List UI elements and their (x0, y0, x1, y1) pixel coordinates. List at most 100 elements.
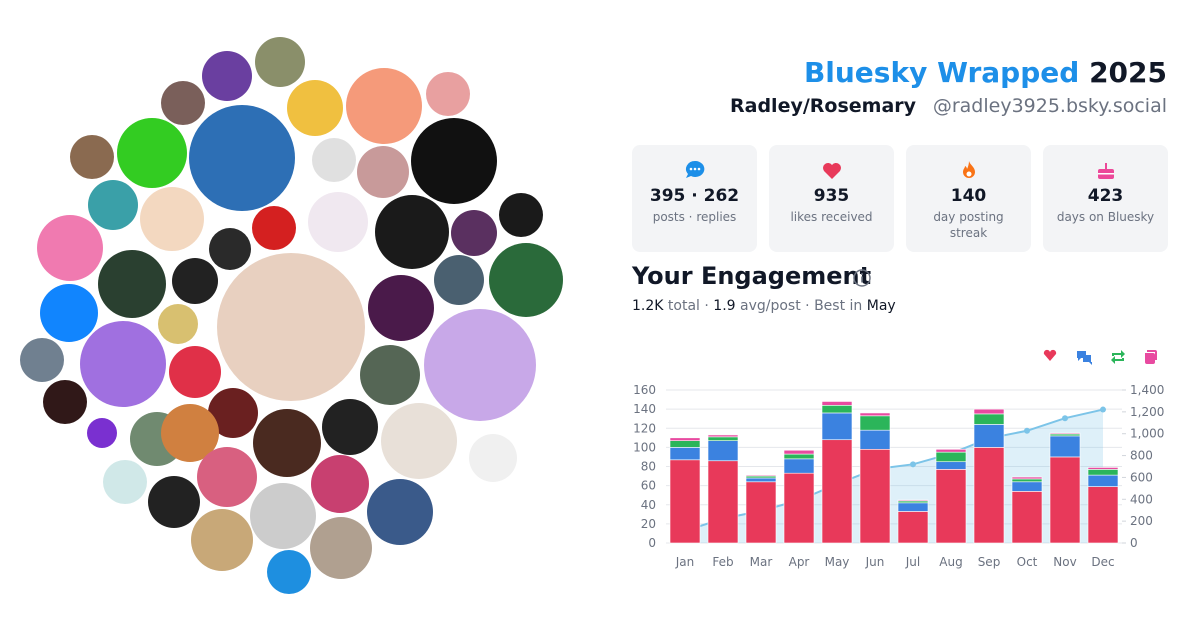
avatar (43, 380, 87, 424)
y2-tick-label: 400 (1130, 492, 1153, 506)
bar-segment (669, 447, 701, 461)
bar-segment (1011, 476, 1043, 480)
avatar (117, 118, 187, 188)
avatar (367, 479, 433, 545)
total-label: total (667, 298, 700, 314)
stat-value: 395 · 262 (649, 186, 740, 206)
bar-segment (1087, 469, 1119, 476)
bar-segment (745, 474, 777, 477)
separator: · (704, 298, 709, 314)
avatar (253, 409, 321, 477)
avatar (451, 210, 497, 256)
bar-segment (1011, 491, 1043, 544)
avatar (161, 404, 219, 462)
line-point (1100, 406, 1106, 413)
avatar (148, 476, 200, 528)
bar-segment (669, 437, 701, 441)
bar-segment (859, 415, 891, 431)
bar-segment (1049, 456, 1081, 544)
bar-segment (707, 460, 739, 544)
stat-value: 935 (813, 186, 850, 206)
bar-segment (745, 481, 777, 544)
avg: 1.9 (713, 298, 736, 314)
x-tick-label: Sep (978, 555, 1001, 569)
bar-segment (821, 401, 853, 406)
stat-label: likes received (790, 210, 873, 224)
section-title: Your Engagement (632, 262, 872, 290)
bar-segment (897, 499, 929, 502)
title-text: Bluesky Wrapped (803, 56, 1080, 89)
bar-segment (783, 458, 815, 474)
avatar (217, 253, 365, 401)
bar-segment (1087, 486, 1119, 544)
avatar (208, 388, 258, 438)
avatar (252, 206, 296, 250)
y2-tick-label: 200 (1130, 514, 1153, 528)
stat-card: 140 day posting streak (906, 145, 1031, 252)
avatar (255, 37, 305, 87)
y2-tick-label: 800 (1130, 449, 1153, 463)
avatar (161, 81, 205, 125)
bar-segment (669, 459, 701, 544)
handle: @radley3925.bsky.social (932, 95, 1167, 117)
avatar (434, 255, 484, 305)
flame-icon (963, 161, 975, 178)
engagement-chart: 0 20 40 60 80 100 120 140 160 0 200 400 600 800 1,000 1… (633, 349, 1164, 569)
avatar (499, 193, 543, 237)
avatar (308, 192, 368, 252)
line-point (910, 461, 916, 468)
bar-segment (669, 440, 701, 448)
stat-label: day posting streak (933, 210, 1004, 240)
bar-segment (745, 477, 777, 483)
avg-label: avg/post (740, 298, 801, 314)
x-tick-label: Apr (789, 555, 810, 569)
avatar (169, 346, 221, 398)
avatar (411, 118, 497, 204)
stat-value: 423 (1087, 186, 1124, 206)
x-tick-label: Aug (939, 555, 962, 569)
avatar (87, 418, 117, 448)
bar-segment (897, 511, 929, 544)
avatar (311, 455, 369, 513)
separator: · (805, 298, 810, 314)
legend-icon (1077, 351, 1092, 365)
avatar (20, 338, 64, 382)
total: 1.2K (632, 298, 664, 314)
info-icon[interactable] (852, 268, 872, 288)
stat-card: 423 days on Bluesky (1043, 145, 1168, 252)
chat-icon (686, 160, 705, 178)
y-tick-label: 160 (633, 383, 656, 397)
y-tick-label: 40 (641, 498, 656, 512)
y2-tick-label: 0 (1130, 536, 1138, 550)
bar-segment (935, 448, 967, 453)
avatar (381, 403, 457, 479)
stat-label: posts · replies (652, 210, 737, 224)
avatar (88, 180, 138, 230)
avatar (103, 460, 147, 504)
best: May (866, 298, 896, 314)
bar-segment (935, 461, 967, 470)
avatar (368, 275, 434, 341)
legend-icon (1145, 350, 1157, 364)
avatar (424, 309, 536, 421)
x-tick-label: Jul (905, 555, 920, 569)
y2-tick-label: 1,400 (1130, 383, 1164, 397)
avatar (158, 304, 198, 344)
y-tick-label: 20 (641, 517, 656, 531)
avatar (322, 399, 378, 455)
avatar (98, 250, 166, 318)
bar-segment (973, 413, 1005, 425)
stat-card: 935 likes received (769, 145, 894, 252)
bar-segment (1087, 474, 1119, 487)
bar-segment (783, 449, 815, 455)
bar-segment (707, 440, 739, 462)
y2-tick-label: 600 (1130, 470, 1153, 484)
stat-value: 140 (950, 186, 987, 206)
bar-segment (783, 472, 815, 544)
avatar (191, 509, 253, 571)
summary: 1.2K total · 1.9 avg/post · Best in May (632, 298, 896, 314)
y-tick-label: 0 (648, 536, 656, 550)
bar-segment (1049, 435, 1081, 458)
avatar (357, 146, 409, 198)
